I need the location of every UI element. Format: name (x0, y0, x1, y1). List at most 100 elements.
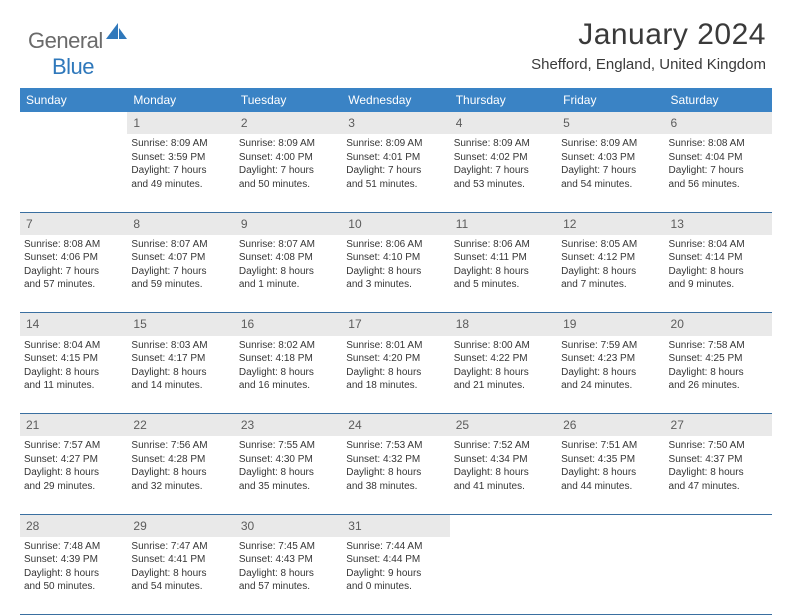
sunrise-text: Sunrise: 8:00 AM (454, 339, 553, 353)
sunrise-text: Sunrise: 7:58 AM (669, 339, 768, 353)
day-number-cell: 9 (235, 212, 342, 235)
brand-logo: General Blue (20, 18, 129, 80)
sunset-text: Sunset: 4:35 PM (561, 453, 660, 467)
sunrise-text: Sunrise: 7:45 AM (239, 540, 338, 554)
day-detail-cell: Sunrise: 7:52 AMSunset: 4:34 PMDaylight:… (450, 436, 557, 514)
daylight-text: and 54 minutes. (131, 580, 230, 594)
day-number-cell: 15 (127, 313, 234, 336)
day-number-cell: 27 (665, 414, 772, 437)
weekday-header: Tuesday (235, 88, 342, 112)
daylight-text: Daylight: 8 hours (239, 567, 338, 581)
day-detail-cell: Sunrise: 8:03 AMSunset: 4:17 PMDaylight:… (127, 336, 234, 414)
daylight-text: Daylight: 8 hours (561, 366, 660, 380)
sunrise-text: Sunrise: 8:09 AM (239, 137, 338, 151)
sunrise-text: Sunrise: 8:06 AM (346, 238, 445, 252)
day-number-cell (20, 112, 127, 134)
month-title: January 2024 (531, 18, 766, 52)
day-detail-cell: Sunrise: 8:09 AMSunset: 3:59 PMDaylight:… (127, 134, 234, 212)
sunrise-text: Sunrise: 8:09 AM (561, 137, 660, 151)
weekday-header: Friday (557, 88, 664, 112)
daylight-text: Daylight: 8 hours (561, 265, 660, 279)
day-number-cell: 17 (342, 313, 449, 336)
sunset-text: Sunset: 4:20 PM (346, 352, 445, 366)
weekday-header: Monday (127, 88, 234, 112)
day-detail-cell: Sunrise: 8:07 AMSunset: 4:08 PMDaylight:… (235, 235, 342, 313)
sunset-text: Sunset: 4:39 PM (24, 553, 123, 567)
daylight-text: Daylight: 8 hours (346, 366, 445, 380)
sunrise-text: Sunrise: 8:07 AM (239, 238, 338, 252)
sunrise-text: Sunrise: 8:09 AM (131, 137, 230, 151)
sunrise-text: Sunrise: 7:50 AM (669, 439, 768, 453)
sunset-text: Sunset: 4:04 PM (669, 151, 768, 165)
sunrise-text: Sunrise: 7:51 AM (561, 439, 660, 453)
weekday-header: Thursday (450, 88, 557, 112)
daylight-text: Daylight: 7 hours (669, 164, 768, 178)
sunset-text: Sunset: 4:10 PM (346, 251, 445, 265)
day-detail-cell: Sunrise: 8:04 AMSunset: 4:14 PMDaylight:… (665, 235, 772, 313)
day-detail-cell: Sunrise: 8:01 AMSunset: 4:20 PMDaylight:… (342, 336, 449, 414)
sunset-text: Sunset: 4:37 PM (669, 453, 768, 467)
daylight-text: Daylight: 8 hours (239, 265, 338, 279)
daylight-text: Daylight: 8 hours (454, 265, 553, 279)
sunrise-text: Sunrise: 7:56 AM (131, 439, 230, 453)
daylight-text: and 35 minutes. (239, 480, 338, 494)
day-number-row: 78910111213 (20, 212, 772, 235)
day-number-cell: 21 (20, 414, 127, 437)
daylight-text: and 53 minutes. (454, 178, 553, 192)
day-detail-cell: Sunrise: 8:09 AMSunset: 4:01 PMDaylight:… (342, 134, 449, 212)
daylight-text: Daylight: 7 hours (131, 164, 230, 178)
day-number-cell: 14 (20, 313, 127, 336)
daylight-text: and 56 minutes. (669, 178, 768, 192)
day-number-cell (450, 514, 557, 537)
sunrise-text: Sunrise: 8:08 AM (669, 137, 768, 151)
daylight-text: and 51 minutes. (346, 178, 445, 192)
day-detail-cell: Sunrise: 8:02 AMSunset: 4:18 PMDaylight:… (235, 336, 342, 414)
daylight-text: Daylight: 8 hours (454, 466, 553, 480)
sunset-text: Sunset: 4:43 PM (239, 553, 338, 567)
day-detail-cell: Sunrise: 8:06 AMSunset: 4:11 PMDaylight:… (450, 235, 557, 313)
day-detail-row: Sunrise: 8:04 AMSunset: 4:15 PMDaylight:… (20, 336, 772, 414)
sunrise-text: Sunrise: 7:48 AM (24, 540, 123, 554)
daylight-text: and 29 minutes. (24, 480, 123, 494)
day-detail-cell: Sunrise: 7:56 AMSunset: 4:28 PMDaylight:… (127, 436, 234, 514)
day-number-cell: 22 (127, 414, 234, 437)
sunrise-text: Sunrise: 8:03 AM (131, 339, 230, 353)
daylight-text: Daylight: 8 hours (131, 366, 230, 380)
calendar-body: 123456Sunrise: 8:09 AMSunset: 3:59 PMDay… (20, 112, 772, 615)
daylight-text: and 7 minutes. (561, 278, 660, 292)
day-number-cell: 11 (450, 212, 557, 235)
daylight-text: Daylight: 8 hours (239, 366, 338, 380)
day-number-cell: 20 (665, 313, 772, 336)
day-detail-row: Sunrise: 8:08 AMSunset: 4:06 PMDaylight:… (20, 235, 772, 313)
day-number-cell: 4 (450, 112, 557, 134)
sunset-text: Sunset: 4:32 PM (346, 453, 445, 467)
day-detail-cell: Sunrise: 8:09 AMSunset: 4:00 PMDaylight:… (235, 134, 342, 212)
sunrise-text: Sunrise: 8:02 AM (239, 339, 338, 353)
day-number-row: 123456 (20, 112, 772, 134)
calendar-weekday-header: SundayMondayTuesdayWednesdayThursdayFrid… (20, 88, 772, 112)
day-number-cell (557, 514, 664, 537)
sunset-text: Sunset: 4:14 PM (669, 251, 768, 265)
day-number-cell: 26 (557, 414, 664, 437)
day-detail-cell: Sunrise: 8:00 AMSunset: 4:22 PMDaylight:… (450, 336, 557, 414)
sunset-text: Sunset: 4:18 PM (239, 352, 338, 366)
daylight-text: Daylight: 7 hours (346, 164, 445, 178)
day-number-cell: 1 (127, 112, 234, 134)
daylight-text: Daylight: 8 hours (24, 366, 123, 380)
day-number-cell: 2 (235, 112, 342, 134)
daylight-text: Daylight: 8 hours (131, 567, 230, 581)
day-detail-cell: Sunrise: 8:07 AMSunset: 4:07 PMDaylight:… (127, 235, 234, 313)
day-detail-cell: Sunrise: 8:08 AMSunset: 4:06 PMDaylight:… (20, 235, 127, 313)
daylight-text: Daylight: 7 hours (239, 164, 338, 178)
sunset-text: Sunset: 4:15 PM (24, 352, 123, 366)
calendar-table: SundayMondayTuesdayWednesdayThursdayFrid… (20, 88, 772, 615)
day-number-row: 21222324252627 (20, 414, 772, 437)
title-block: January 2024 Shefford, England, United K… (531, 18, 772, 73)
daylight-text: Daylight: 8 hours (669, 366, 768, 380)
day-detail-cell: Sunrise: 8:09 AMSunset: 4:03 PMDaylight:… (557, 134, 664, 212)
daylight-text: and 49 minutes. (131, 178, 230, 192)
daylight-text: Daylight: 7 hours (561, 164, 660, 178)
daylight-text: and 26 minutes. (669, 379, 768, 393)
daylight-text: and 14 minutes. (131, 379, 230, 393)
day-detail-cell: Sunrise: 8:09 AMSunset: 4:02 PMDaylight:… (450, 134, 557, 212)
